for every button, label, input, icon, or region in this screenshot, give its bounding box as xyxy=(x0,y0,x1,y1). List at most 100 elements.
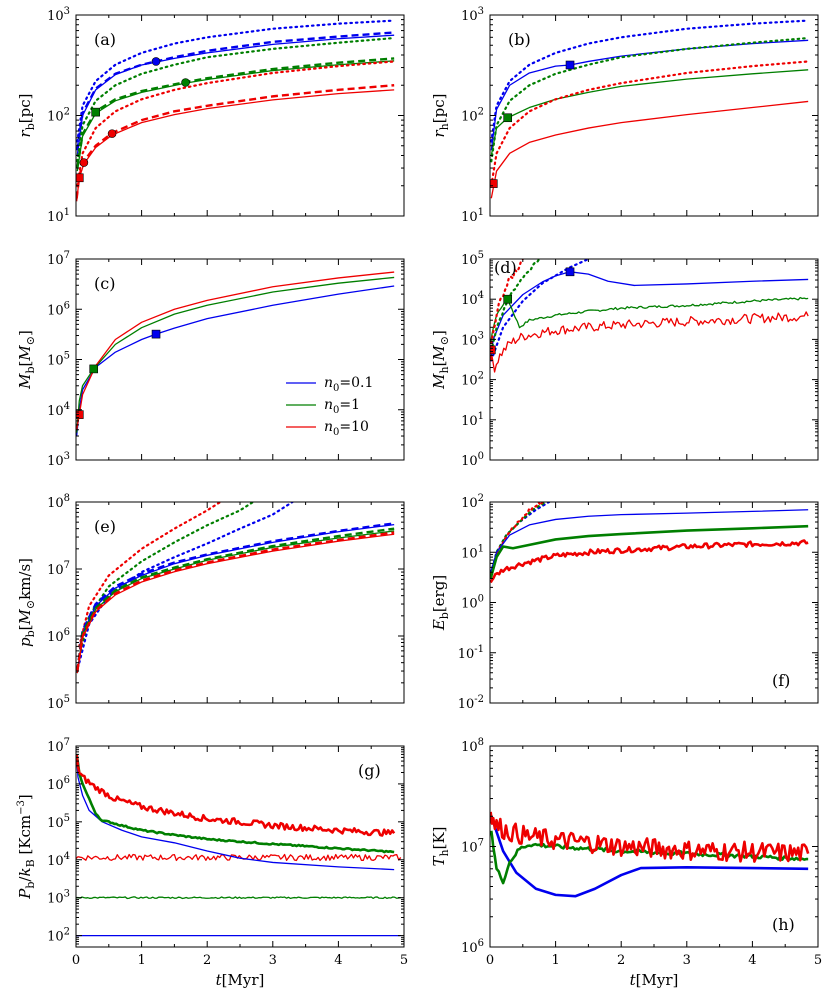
data-point-marker xyxy=(565,60,575,70)
data-point-marker xyxy=(107,129,117,138)
x-tick-label: 0 xyxy=(486,953,494,968)
y-axis-label: Mh[M⊙] xyxy=(430,330,451,390)
series-line xyxy=(76,84,395,199)
panel-label: (f) xyxy=(772,671,790,690)
data-point-marker xyxy=(490,345,496,355)
y-tick-label: 10-2 xyxy=(458,694,484,712)
y-tick-label: 105 xyxy=(461,250,484,268)
panel-a: 101 102 103 rb[pc] (a) xyxy=(16,6,405,225)
x-tick-label: 4 xyxy=(334,953,342,968)
plot-area xyxy=(490,259,809,373)
y-axis-label: rb[pc] xyxy=(16,94,37,138)
y-tick-label: 107 xyxy=(461,838,484,856)
y-tick-label: 108 xyxy=(47,493,70,511)
series-line xyxy=(76,531,395,672)
x-tick-label: 5 xyxy=(400,953,408,968)
series-line xyxy=(76,60,396,187)
series-line xyxy=(76,530,395,674)
series-line xyxy=(490,524,809,579)
series-line xyxy=(76,853,402,862)
series-line xyxy=(490,39,809,151)
y-tick-label: 104 xyxy=(47,851,70,869)
y-tick-label: 102 xyxy=(461,107,484,125)
y-axis-label: rh[pc] xyxy=(430,94,451,138)
series-line xyxy=(76,19,396,143)
y-tick-label: 106 xyxy=(47,627,70,645)
data-point-marker xyxy=(490,179,498,188)
series-line xyxy=(76,533,395,674)
series-line xyxy=(490,60,810,187)
panel-label: (e) xyxy=(94,517,116,536)
series-line xyxy=(490,36,810,163)
y-tick-label: 100 xyxy=(461,451,484,469)
panel-b: 101 102 103 rh[pc] (b) xyxy=(430,6,819,225)
panel-f: 10-2 10-1 100 101 102 Eb[erg] (f) xyxy=(430,493,819,712)
x-tick-label: 5 xyxy=(814,953,822,968)
data-point-marker xyxy=(503,294,513,304)
y-tick-label: 106 xyxy=(47,775,70,793)
y-tick-label: 100 xyxy=(461,594,484,612)
plot-area xyxy=(490,502,809,584)
y-tick-label: 107 xyxy=(47,737,70,755)
y-axis-label: pb[M⊙km/s] xyxy=(16,558,37,647)
series-line xyxy=(76,31,395,151)
y-tick-label: 103 xyxy=(461,330,484,348)
panel-label: (b) xyxy=(508,30,531,49)
y-tick-label: 105 xyxy=(47,351,70,369)
axes-frame xyxy=(489,258,819,461)
series-line xyxy=(490,502,544,576)
data-point-marker xyxy=(79,158,89,167)
series-line xyxy=(490,509,809,573)
data-point-marker xyxy=(76,410,84,419)
series-line xyxy=(76,527,395,672)
x-tick-label: 4 xyxy=(748,953,756,968)
legend-label: n0=10 xyxy=(324,419,369,438)
series-line xyxy=(490,296,809,344)
series-line xyxy=(76,89,395,202)
series-line xyxy=(76,271,395,430)
y-axis-label: Mb[M⊙] xyxy=(16,330,37,390)
y-tick-label: 101 xyxy=(461,411,484,429)
panel-label: (d) xyxy=(494,258,517,277)
y-axis-label: Eb[erg] xyxy=(430,575,451,631)
y-tick-label: 108 xyxy=(461,737,484,755)
y-axis-label: Pb/kB [Kcm−3] xyxy=(16,794,37,899)
y-tick-label: 107 xyxy=(47,250,70,268)
axes-frame xyxy=(75,14,405,217)
legend-label: n0=0.1 xyxy=(324,375,373,394)
data-point-marker xyxy=(89,364,99,374)
series-line xyxy=(76,757,395,871)
y-tick-label: 103 xyxy=(47,6,70,24)
panel-label: (h) xyxy=(772,915,795,934)
axes-frame xyxy=(75,501,405,704)
series-line xyxy=(76,36,396,163)
x-tick-label: 2 xyxy=(617,953,625,968)
y-tick-label: 10-1 xyxy=(458,644,484,662)
y-tick-label: 106 xyxy=(461,938,484,956)
series-line xyxy=(76,753,395,854)
series-line xyxy=(490,259,541,353)
y-tick-label: 101 xyxy=(461,207,484,225)
x-axis-label: t[Myr] xyxy=(216,971,265,989)
data-point-marker xyxy=(151,57,161,66)
data-point-marker xyxy=(151,329,161,339)
y-tick-label: 101 xyxy=(47,207,70,225)
y-tick-label: 102 xyxy=(47,927,70,945)
data-point-marker xyxy=(565,267,575,277)
series-line xyxy=(490,830,809,885)
y-tick-label: 106 xyxy=(47,300,70,318)
x-axis-label: t[Myr] xyxy=(630,971,679,989)
plot-area xyxy=(76,502,395,674)
data-point-marker xyxy=(76,173,84,183)
series-line xyxy=(490,815,809,898)
series-line xyxy=(490,69,809,156)
plot-area xyxy=(76,19,396,202)
series-line xyxy=(78,502,294,664)
data-point-marker xyxy=(91,107,100,117)
y-tick-label: 104 xyxy=(461,290,484,308)
data-point-marker xyxy=(181,78,190,87)
panel-d: 100 101 102 103 104 105 Mh[M⊙] (d) xyxy=(430,250,819,469)
x-tick-label: 3 xyxy=(269,953,277,968)
series-line xyxy=(490,539,809,584)
y-tick-label: 103 xyxy=(47,451,70,469)
